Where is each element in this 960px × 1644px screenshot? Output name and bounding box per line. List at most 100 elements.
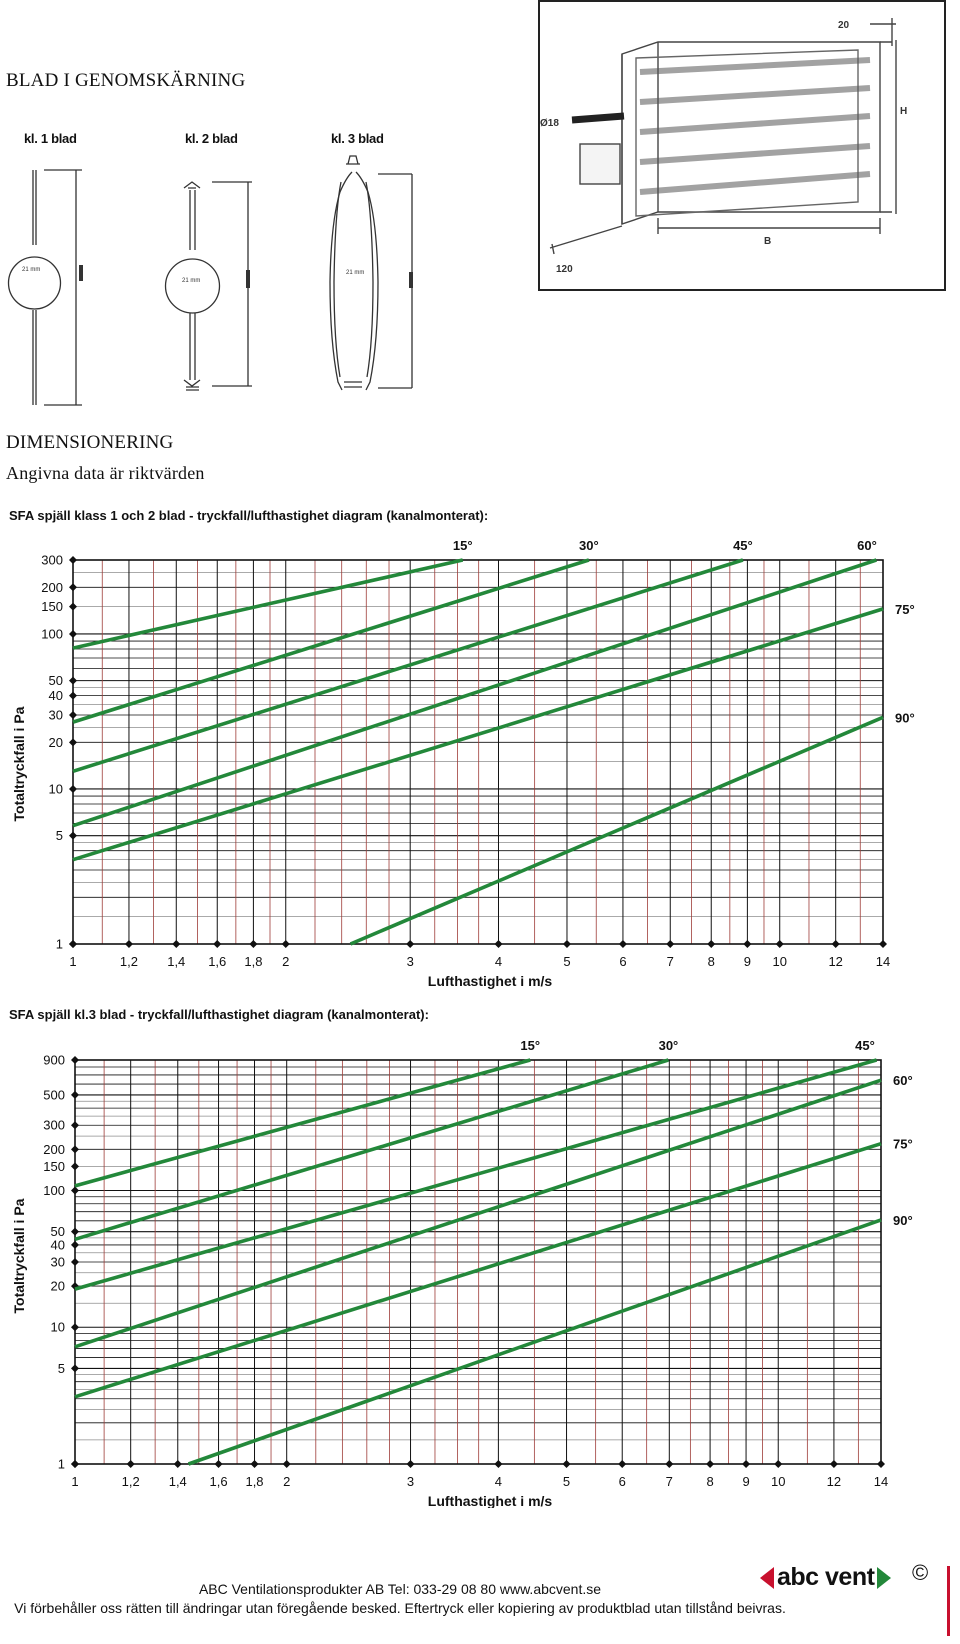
x-tick-marker [406,940,415,948]
x-tick-marker [562,1460,571,1468]
series-line-3 [74,1078,882,1349]
x-tick-label: 4 [495,1474,502,1489]
series-line-4 [74,1141,882,1399]
x-tick-marker [831,940,840,948]
y-tick-label: 300 [43,1118,65,1133]
x-tick-label: 10 [772,954,786,969]
x-tick-marker [742,1460,751,1468]
x-tick-marker [562,940,571,948]
x-tick-marker [250,1460,259,1468]
series-label-0: 15° [520,1038,540,1053]
y-tick-label: 150 [41,599,63,614]
y-tick-marker [71,1282,79,1291]
x-tick-label: 1,6 [210,1474,228,1489]
damper-drawing: 20 H B 120 Ø18 [540,18,907,275]
dimension-subtitle: Angivna data är riktvärden [6,463,205,483]
y-tick-label: 1 [56,937,63,952]
series-line-1 [74,1058,669,1242]
x-tick-marker [879,940,887,948]
footer-company: ABC Ventilationsprodukter AB Tel: 033-29… [198,1581,602,1597]
y-tick-marker [71,1145,79,1154]
logo-left-arrow-icon [760,1566,774,1589]
y-tick-label: 300 [41,553,63,568]
cross-section-title: BLAD I GENOMSKÄRNING [6,70,246,91]
y-tick-marker [69,831,77,840]
y-tick-label: 1 [58,1457,65,1472]
abcvent-logo: abc vent [760,1563,892,1592]
x-tick-marker [775,940,784,948]
series-line-5 [349,715,884,946]
y-tick-marker [71,1460,79,1468]
series-label-5: 90° [893,1213,913,1228]
blade-size-class1: 21 mm [22,267,40,273]
y-tick-marker [69,556,77,564]
x-tick-marker [213,940,222,948]
blade-size-class2: 21 mm [182,278,200,284]
y-tick-marker [69,691,77,700]
blade-label-class3: kl. 3 blad [331,131,384,146]
series-line-3 [72,558,877,828]
y-tick-label: 50 [49,673,63,688]
blade-cross-sections: 21 mm 21 mm 21 mm [7,155,413,406]
y-tick-marker [69,711,77,720]
y-tick-label: 50 [51,1224,65,1239]
x-tick-marker [281,940,290,948]
y-tick-marker [71,1090,79,1099]
chart2-title: SFA spjäll kl.3 blad - tryckfall/lufthas… [9,1007,429,1022]
x-tick-marker [494,1460,503,1468]
x-tick-label: 1,8 [244,954,262,969]
y-axis-label: Totaltryckfall i Pa [11,1198,27,1313]
y-tick-label: 100 [43,1183,65,1198]
damper-depth-dim: 120 [556,264,573,275]
y-axis-label: Totaltryckfall i Pa [11,706,27,821]
x-tick-label: 7 [667,954,674,969]
x-tick-label: 8 [706,1474,713,1489]
logo-divider [947,1566,950,1636]
series-label-1: 30° [659,1038,679,1053]
y-tick-label: 40 [51,1237,65,1252]
dimension-title: DIMENSIONERING [6,432,174,453]
damper-shaft-dim: Ø18 [540,118,559,129]
x-tick-marker [214,1460,223,1468]
blade-size-class3: 21 mm [346,270,364,276]
y-tick-label: 200 [41,580,63,595]
x-tick-label: 5 [563,954,570,969]
x-tick-label: 1,2 [120,954,138,969]
y-tick-marker [71,1258,79,1266]
y-tick-marker [69,676,77,685]
y-tick-marker [71,1323,79,1332]
x-tick-label: 1,6 [208,954,226,969]
y-tick-label: 150 [43,1159,65,1174]
y-tick-marker [71,1186,79,1195]
series-line-2 [72,558,744,774]
x-tick-marker [282,1460,291,1468]
chart1-title: SFA spjäll klass 1 och 2 blad - tryckfal… [9,508,489,523]
chart1-frame [72,559,884,945]
x-tick-marker [618,940,627,948]
series-line-1 [72,558,590,724]
y-tick-label: 100 [41,626,63,641]
y-tick-label: 900 [43,1053,65,1068]
y-tick-label: 5 [56,828,63,843]
damper-height-dim: H [900,106,907,117]
y-tick-label: 500 [43,1087,65,1102]
y-tick-marker [71,1056,79,1064]
x-tick-label: 1 [69,954,76,969]
series-line-4 [72,607,884,862]
x-tick-marker [706,1460,715,1468]
damper-width-dim: B [764,236,771,247]
y-tick-label: 20 [51,1279,65,1294]
chart1-grid [72,559,884,945]
x-tick-marker [774,1460,783,1468]
x-tick-label: 1,8 [245,1474,263,1489]
x-tick-marker [249,940,258,948]
series-line-2 [74,1058,878,1291]
x-tick-label: 1,2 [122,1474,140,1489]
y-tick-marker [69,738,77,747]
blade-label-class1: kl. 1 blad [24,131,77,146]
x-tick-label: 1,4 [167,954,185,969]
y-tick-label: 10 [51,1320,65,1335]
x-axis-label: Lufthastighet i m/s [428,973,553,989]
x-tick-label: 8 [708,954,715,969]
